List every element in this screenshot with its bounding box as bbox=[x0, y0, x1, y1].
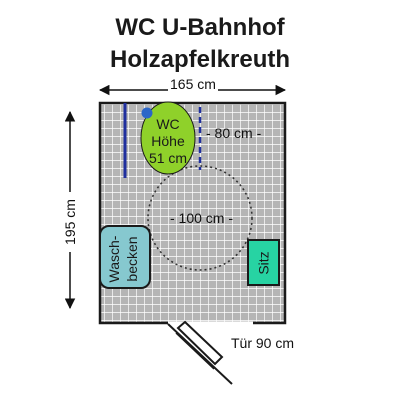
wc-label: WC bbox=[156, 116, 180, 132]
turning-circle bbox=[147, 165, 253, 271]
door-width-label: Tür 90 cm bbox=[231, 335, 295, 351]
sink bbox=[99, 225, 151, 289]
seat-label: Sitz bbox=[255, 251, 272, 275]
clearance-label: - 80 cm - bbox=[206, 125, 262, 141]
flush-button-icon bbox=[141, 107, 153, 119]
height-label: 195 cm bbox=[62, 192, 78, 252]
toilet-bowl bbox=[140, 101, 196, 175]
door bbox=[167, 320, 233, 385]
turning-circle-label: - 100 cm - bbox=[170, 210, 234, 226]
seat bbox=[247, 239, 280, 286]
room-walls bbox=[98, 101, 287, 325]
sink-label: Wasch- becken bbox=[105, 228, 145, 290]
sink-label-line-1: Wasch- bbox=[106, 235, 122, 283]
sink-label-line-2: becken bbox=[124, 236, 140, 282]
wc-height-value: 51 cm bbox=[148, 150, 188, 166]
title-line-2: Holzapfelkreuth bbox=[109, 46, 291, 73]
width-label: 165 cm bbox=[168, 76, 218, 92]
title-line-1: WC U-Bahnhof bbox=[115, 14, 285, 41]
wc-height-label: Höhe bbox=[151, 133, 185, 149]
